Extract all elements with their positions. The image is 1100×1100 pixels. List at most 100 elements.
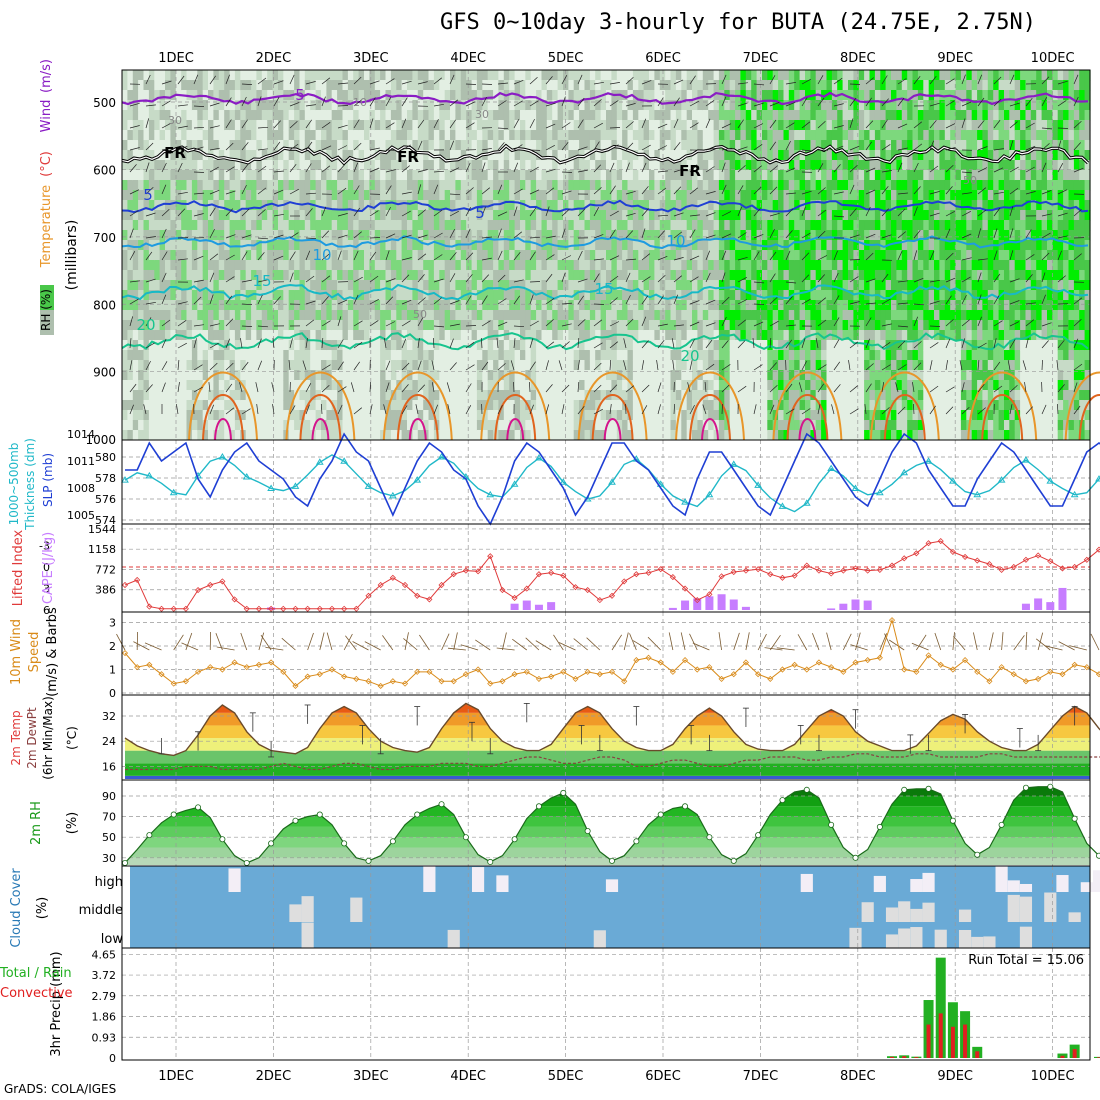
rh-cell	[364, 290, 370, 301]
rh-cell	[186, 150, 193, 161]
rh-cell	[310, 110, 317, 121]
rh-cell	[208, 140, 214, 151]
rh-cell	[546, 320, 553, 331]
rh-cell	[423, 390, 430, 401]
rh-cell	[611, 100, 618, 111]
rh-cell	[482, 70, 489, 81]
rh-cell	[638, 360, 645, 371]
rh-cell	[369, 140, 376, 151]
rh-cell	[579, 390, 586, 401]
rh-cell	[401, 380, 408, 391]
rh-cell	[686, 110, 693, 121]
rh-cell	[503, 230, 510, 241]
rh-cell	[638, 280, 645, 291]
rh-cell	[385, 320, 392, 331]
rh-cell	[724, 360, 731, 371]
rh-cell	[208, 110, 214, 121]
rh-cell	[751, 200, 758, 211]
rh-cell	[783, 400, 790, 411]
rh-cell	[165, 240, 171, 251]
rh-cell	[460, 410, 467, 421]
rh-cell	[514, 370, 521, 381]
rh-cell	[573, 70, 580, 81]
rh-cell	[342, 380, 349, 391]
rh-cell	[509, 280, 516, 291]
rh-cell	[476, 240, 483, 251]
rh-cell	[181, 330, 188, 341]
rh-cell	[751, 180, 758, 191]
rh-cell	[417, 220, 424, 231]
rh-cell	[224, 200, 231, 211]
rh-cell	[498, 130, 505, 141]
rh-cell	[380, 180, 387, 191]
rh-cell	[407, 290, 413, 301]
rh-cell	[245, 300, 252, 311]
rh-cell	[783, 160, 790, 171]
rh-cell	[493, 100, 500, 111]
rh-cell	[202, 330, 209, 341]
rh-cell	[380, 320, 387, 331]
rh-cell	[805, 100, 811, 111]
rh-cell	[148, 110, 155, 121]
rh-cell	[616, 240, 623, 251]
rh-cell	[197, 420, 204, 431]
rh-cell	[299, 260, 306, 271]
rh-cell	[218, 140, 225, 151]
rh-cell	[525, 90, 532, 101]
rh-cell	[762, 190, 768, 201]
rh-cell	[611, 110, 618, 121]
rh-cell	[729, 220, 736, 231]
rh-cell	[213, 80, 220, 91]
rh-cell	[622, 410, 629, 421]
rh-cell	[417, 90, 424, 101]
rh-cell	[751, 350, 758, 361]
rh-cell	[665, 250, 672, 261]
rh-cell	[762, 370, 768, 381]
rh-cell	[466, 290, 473, 301]
rh-cell	[772, 400, 779, 411]
rh-cell	[218, 250, 225, 261]
rh-cell	[810, 230, 817, 241]
rh-cell	[342, 130, 349, 141]
rh-cell	[390, 170, 397, 181]
rh-cell	[821, 140, 828, 151]
rh-cell	[632, 330, 639, 341]
rh-cell	[568, 220, 575, 231]
rh-cell	[385, 350, 392, 361]
rh-cell	[708, 290, 715, 301]
rh-cell	[347, 150, 354, 161]
rh-cell	[745, 360, 752, 371]
rh-cell	[815, 220, 822, 231]
rh-cell	[611, 360, 618, 371]
rh-cell	[692, 70, 698, 81]
rh-cell	[638, 170, 645, 181]
rh-cell	[331, 410, 338, 421]
rh-cell	[460, 430, 467, 441]
rh-cell	[536, 400, 543, 411]
rh-cell	[595, 140, 602, 151]
rh-cell	[514, 340, 521, 351]
rh-cell	[326, 320, 333, 331]
rh-cell	[498, 190, 505, 201]
rh-cell	[304, 290, 311, 301]
rh-cell	[186, 370, 193, 381]
rh-cell	[563, 370, 569, 381]
rh-cell	[686, 310, 693, 321]
rh-cell	[573, 110, 580, 121]
rh-cell	[191, 290, 198, 301]
rh-cell	[374, 350, 381, 361]
rh-cell	[342, 180, 349, 191]
rh-cell	[148, 210, 155, 221]
rh-cell	[579, 220, 586, 231]
rh-cell	[563, 240, 569, 251]
rh-cell	[148, 280, 155, 291]
rh-cell	[805, 400, 811, 411]
rh-cell	[503, 260, 510, 271]
rh-cell	[315, 260, 322, 271]
rh-cell	[503, 160, 510, 171]
rh-cell	[794, 160, 801, 171]
rh-cell	[584, 280, 591, 291]
rh-cell	[460, 170, 467, 181]
rh-cell	[493, 70, 500, 81]
rh-cell	[675, 420, 682, 431]
